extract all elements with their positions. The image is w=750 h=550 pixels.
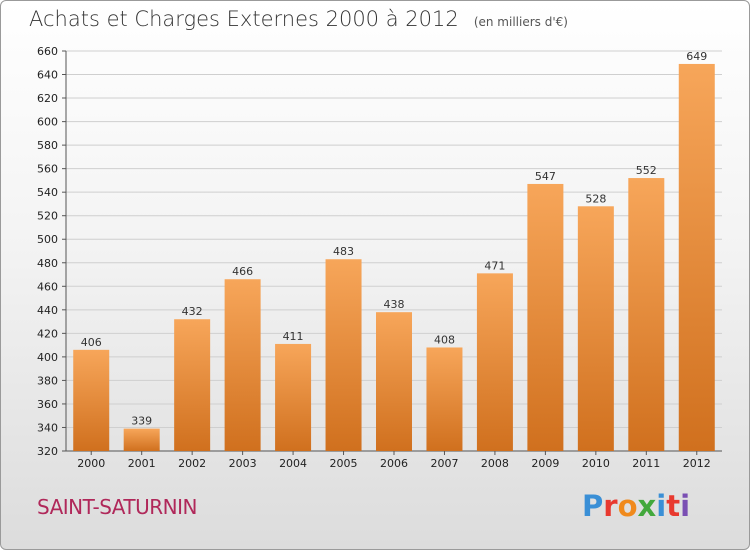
logo-letter: t (666, 489, 681, 523)
y-tick-label: 600 (37, 116, 58, 129)
y-tick-label: 640 (37, 69, 58, 82)
y-tick-label: 540 (37, 186, 58, 199)
bar-2007 (426, 347, 463, 451)
bar-2008 (476, 273, 513, 451)
logo-letter: i (680, 489, 691, 523)
bars (73, 63, 715, 452)
y-tick-label: 660 (37, 45, 58, 58)
labels: 406 339 432 466 411 483 438 408 471 547 528 552 649 (81, 50, 708, 428)
x-tick-label-2002: 2002 (178, 457, 206, 470)
value-label-2008: 471 (484, 259, 505, 272)
chart-title: Achats et Charges Externes 2000 à 2012 (29, 7, 459, 31)
value-label-2003: 466 (232, 265, 253, 278)
y-tick-label: 460 (37, 280, 58, 293)
y-tick-label: 360 (37, 398, 58, 411)
y-tick-label: 320 (37, 445, 58, 458)
x-tick-label-2007: 2007 (430, 457, 458, 470)
value-label-2006: 438 (384, 298, 405, 311)
x-tick-label-2010: 2010 (582, 457, 610, 470)
x-tick-label-2012: 2012 (683, 457, 711, 470)
bar-2005 (325, 259, 362, 451)
y-tick-label: 380 (37, 374, 58, 387)
bar-2009 (527, 183, 564, 452)
value-label-2000: 406 (81, 336, 102, 349)
value-label-2009: 547 (535, 170, 556, 183)
value-label-2001: 339 (131, 415, 152, 428)
bar-2010 (577, 206, 614, 451)
y-tick-label: 560 (37, 163, 58, 176)
x-tick-label-2008: 2008 (481, 457, 509, 470)
chart-subtitle: (en milliers d'€) (473, 15, 568, 29)
value-label-2007: 408 (434, 333, 455, 346)
logo-letter: x (637, 489, 657, 523)
x-tick-label-2004: 2004 (279, 457, 307, 470)
bar-2000 (73, 349, 110, 451)
x-tick-label-2003: 2003 (229, 457, 257, 470)
title-line: Achats et Charges Externes 2000 à 2012 (… (29, 7, 568, 31)
y-tick-label: 500 (37, 233, 58, 246)
value-label-2002: 432 (182, 305, 203, 318)
value-label-2004: 411 (283, 330, 304, 343)
y-tick-label: 400 (37, 351, 58, 364)
y-tick-label: 620 (37, 92, 58, 105)
logo-letter: r (603, 489, 618, 523)
x-tick-label-2011: 2011 (632, 457, 660, 470)
bar-2012 (678, 63, 715, 452)
y-tick-label: 580 (37, 139, 58, 152)
value-label-2011: 552 (636, 164, 657, 177)
logo-letter: i (656, 489, 667, 523)
y-tick-label: 520 (37, 210, 58, 223)
bar-2001 (123, 428, 160, 451)
logo-letter: P (582, 489, 604, 523)
proxiti-logo: Proxiti (582, 489, 690, 523)
x-tick-label-2009: 2009 (531, 457, 559, 470)
y-tick-label: 440 (37, 304, 58, 317)
commune-name: SAINT-SATURNIN (37, 495, 197, 519)
value-label-2005: 483 (333, 245, 354, 258)
value-label-2010: 528 (585, 192, 606, 205)
bar-2002 (174, 319, 211, 451)
x-tick-label-2006: 2006 (380, 457, 408, 470)
x-tick-label-2001: 2001 (128, 457, 156, 470)
y-tick-label: 420 (37, 327, 58, 340)
y-tick-label: 480 (37, 257, 58, 270)
bar-2006 (376, 312, 412, 451)
x-tick-label-2005: 2005 (330, 457, 358, 470)
bar-2003 (224, 279, 261, 451)
logo-letter: o (617, 489, 638, 523)
value-label-2012: 649 (686, 50, 707, 63)
x-tick-label-2000: 2000 (77, 457, 105, 470)
bar-2004 (275, 343, 312, 451)
bar-2011 (628, 178, 665, 451)
y-tick-label: 340 (37, 421, 58, 434)
